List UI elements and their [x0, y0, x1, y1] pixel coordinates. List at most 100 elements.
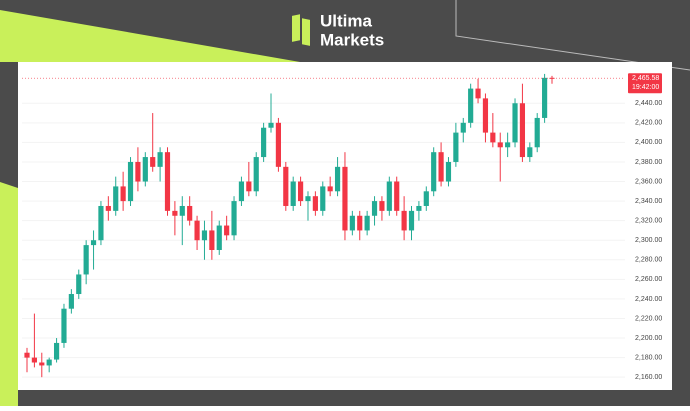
- candle-body: [224, 225, 230, 236]
- candle-body: [349, 215, 355, 231]
- candle-body: [53, 342, 60, 360]
- candle-body: [327, 186, 333, 192]
- candle-body: [542, 77, 548, 118]
- y-tick-label: 2,340.00: [635, 198, 662, 205]
- y-tick-label: 2,240.00: [635, 296, 662, 303]
- candle-body: [298, 181, 304, 202]
- candle-body: [357, 215, 363, 231]
- candle-body: [283, 166, 289, 206]
- candle-body: [527, 147, 533, 158]
- candle-body: [519, 103, 526, 158]
- candle-body: [261, 127, 267, 158]
- candle-body: [275, 122, 281, 167]
- candle-body: [386, 181, 392, 211]
- candle-body: [142, 157, 148, 182]
- candle-body: [401, 210, 407, 231]
- candle-body: [482, 98, 489, 133]
- candle-body: [468, 88, 474, 123]
- candle-body: [253, 157, 259, 192]
- candle-body: [438, 152, 444, 182]
- candle-body: [179, 205, 185, 216]
- candle-body: [364, 215, 370, 231]
- candle-body: [194, 220, 200, 241]
- candle-body: [379, 201, 385, 211]
- candle-body: [512, 103, 518, 143]
- candle-body: [120, 186, 126, 202]
- y-tick-label: 2,260.00: [635, 276, 662, 283]
- y-tick-label: 2,280.00: [635, 257, 662, 264]
- y-tick-label: 2,180.00: [635, 354, 662, 361]
- candle-body: [135, 161, 141, 182]
- decor-line: [455, 0, 690, 71]
- candle-body: [497, 142, 503, 148]
- candle-body: [68, 294, 74, 309]
- candle-body: [305, 196, 311, 202]
- candle-body: [268, 122, 274, 128]
- candle-body: [113, 186, 119, 211]
- candle-body: [445, 161, 452, 182]
- y-tick-label: 2,420.00: [635, 120, 662, 127]
- candle-body: [231, 201, 237, 236]
- candle-body: [342, 166, 348, 231]
- candle-body: [98, 205, 104, 241]
- candle-body: [83, 245, 89, 275]
- candle-body: [460, 122, 466, 133]
- y-tick-label: 2,220.00: [635, 315, 662, 322]
- candle-body: [371, 201, 378, 216]
- candle-body: [24, 352, 30, 358]
- y-tick-label: 2,160.00: [635, 374, 662, 381]
- candle-body: [423, 191, 429, 206]
- candle-body: [90, 240, 97, 246]
- y-tick-label: 2,400.00: [635, 139, 662, 146]
- candle-body: [431, 152, 437, 192]
- candle-body: [534, 117, 540, 148]
- candle-body: [490, 132, 496, 143]
- candle-body: [416, 205, 422, 211]
- time-label: 19:42:00: [632, 84, 659, 91]
- candle-body: [290, 181, 296, 206]
- candle-body: [164, 152, 171, 211]
- candle-body: [61, 308, 67, 343]
- candle-body: [505, 142, 511, 148]
- accent-left: [0, 182, 18, 406]
- candle-body: [172, 210, 178, 216]
- candle-body: [320, 186, 326, 211]
- y-tick-label: 2,300.00: [635, 237, 662, 244]
- candle-body: [46, 359, 52, 366]
- y-tick-label: 2,360.00: [635, 178, 662, 185]
- candle-body: [238, 181, 245, 202]
- candle-body: [105, 205, 111, 211]
- candle-body: [209, 230, 215, 250]
- candle-body: [475, 88, 481, 99]
- y-tick-label: 2,440.00: [635, 100, 662, 107]
- brand-line: Markets: [320, 30, 384, 49]
- candle-body: [31, 357, 37, 363]
- candle-body: [187, 205, 193, 221]
- candle-body: [394, 181, 400, 211]
- y-tick-label: 2,380.00: [635, 159, 662, 166]
- candle-body: [334, 166, 341, 192]
- candle-body: [408, 210, 415, 231]
- plot: 2,160.00 2,180.00 2,200.00 2,220.00 2,240.00…: [22, 73, 662, 381]
- accent-top: [0, 10, 300, 62]
- candle-body: [76, 274, 82, 295]
- candle-body: [246, 181, 252, 192]
- logo-mark: [292, 14, 300, 42]
- candle-body: [127, 161, 134, 202]
- price-label: 2,465.58: [632, 75, 659, 82]
- candle-body: [312, 196, 318, 211]
- candle-body: [157, 152, 163, 167]
- candle-body: [150, 157, 156, 167]
- brand-line: Ultima: [320, 11, 373, 30]
- logo-mark: [302, 18, 310, 46]
- price-label-box: [628, 73, 662, 94]
- logo: Ultima Markets: [292, 11, 384, 49]
- candle-body: [549, 77, 555, 79]
- candle-body: [453, 132, 459, 162]
- y-tick-label: 2,200.00: [635, 335, 662, 342]
- candle-body: [201, 230, 208, 241]
- candle-body: [216, 225, 222, 250]
- y-tick-label: 2,320.00: [635, 217, 662, 224]
- candle-body: [39, 362, 45, 366]
